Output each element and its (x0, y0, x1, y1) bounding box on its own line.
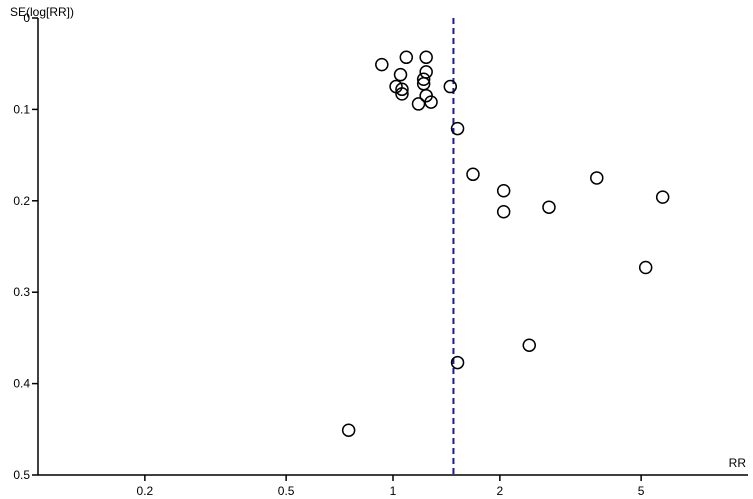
data-point (341, 423, 356, 437)
data-point (496, 205, 511, 219)
data-point (424, 95, 438, 109)
axes (37, 18, 748, 476)
data-point (590, 171, 604, 185)
data-point (496, 183, 511, 198)
x-axis-label: RR (729, 456, 747, 470)
data-point (450, 121, 465, 136)
data-point (542, 200, 556, 214)
data-point (466, 167, 480, 182)
data-point (399, 50, 414, 65)
data-points (341, 50, 670, 437)
data-point (443, 79, 458, 94)
data-point (395, 87, 409, 101)
y-tick-label: 0.1 (13, 102, 30, 116)
y-axis-label: SE(log[RR]) (10, 5, 74, 19)
y-tick-label: 0.2 (13, 194, 30, 208)
data-point (638, 260, 653, 275)
data-point (655, 190, 670, 204)
data-point (450, 355, 465, 370)
data-point (395, 82, 409, 97)
x-tick-label: 1 (390, 484, 397, 498)
x-tick-label: 5 (638, 484, 645, 498)
x-tick-label: 0.2 (137, 484, 154, 498)
x-tick-label: 0.5 (278, 484, 295, 498)
x-tick-label: 2 (497, 484, 504, 498)
x-ticks: 0.2 0.5 1 2 5 (137, 475, 645, 498)
data-point (419, 65, 433, 79)
data-point (393, 67, 408, 82)
y-ticks: 0 0.1 0.2 0.3 0.4 0.5 (13, 11, 38, 482)
y-tick-label: 0 (23, 11, 30, 25)
data-point (416, 72, 431, 86)
y-tick-label: 0.3 (13, 285, 30, 299)
data-point (375, 57, 389, 72)
data-point (419, 50, 433, 65)
y-tick-label: 0.4 (13, 377, 30, 391)
data-point (522, 338, 537, 352)
y-tick-label: 0.5 (13, 468, 30, 482)
data-point (411, 97, 426, 111)
